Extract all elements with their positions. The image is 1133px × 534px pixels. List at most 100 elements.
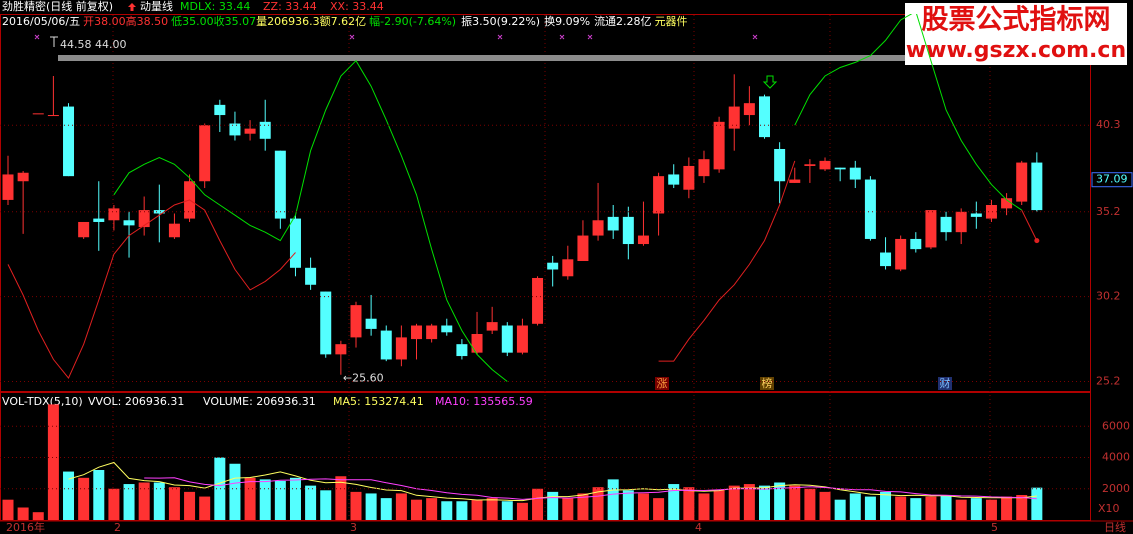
volume-bar xyxy=(622,490,634,520)
candle-body xyxy=(895,238,907,270)
volume-bar xyxy=(153,482,165,520)
volume-bar xyxy=(1031,487,1043,520)
y-tick-label: 25.2 xyxy=(1096,375,1121,388)
volume-bar xyxy=(804,488,816,520)
candle-body xyxy=(592,220,604,236)
date: 2016/05/06/五 xyxy=(2,15,80,28)
volume-bar xyxy=(728,485,740,520)
volume-bar xyxy=(456,501,468,520)
candle-body xyxy=(47,115,59,117)
price-box xyxy=(1091,172,1133,188)
volume-bar xyxy=(819,491,831,520)
candle-body xyxy=(305,267,317,285)
volume-bar xyxy=(985,499,997,520)
watermark-url: www.gszx.com.cn xyxy=(906,38,1126,63)
indicator-line xyxy=(7,160,1038,380)
volume-bar xyxy=(365,493,377,520)
candle-body xyxy=(108,208,120,221)
high-marker xyxy=(50,36,58,47)
price-label: 37.09 xyxy=(1096,173,1128,186)
candle-body xyxy=(516,325,528,353)
candle-body xyxy=(441,325,453,333)
volume-bar xyxy=(411,499,423,520)
candle-body xyxy=(668,174,680,185)
candle-body xyxy=(199,125,211,182)
volume-bar xyxy=(168,487,180,520)
volume-bar xyxy=(864,496,876,520)
candle-body xyxy=(925,210,937,248)
volume-bar xyxy=(441,501,453,520)
volume-bar xyxy=(63,471,75,520)
price-band xyxy=(58,55,906,61)
volume-bar xyxy=(562,498,574,520)
volume-bar xyxy=(380,498,392,520)
volume-bar xyxy=(184,491,196,520)
watermark-box xyxy=(905,3,1127,65)
candle-body xyxy=(864,179,876,239)
candle-body xyxy=(32,113,44,115)
volume-bar xyxy=(244,477,256,520)
candle-body xyxy=(532,277,544,324)
y-tick-label: 2000 xyxy=(1102,482,1130,495)
candle-body xyxy=(123,220,135,226)
event-box xyxy=(938,377,952,390)
candle-body xyxy=(985,205,997,219)
candle-body xyxy=(501,325,513,353)
candle-body xyxy=(380,330,392,360)
x-tick-label: 5 xyxy=(991,521,998,534)
candle-body xyxy=(456,344,468,357)
event-box xyxy=(760,377,774,390)
volume-bar xyxy=(1001,496,1013,520)
volume-bar xyxy=(637,493,649,520)
candle-body xyxy=(880,252,892,267)
volume-bar xyxy=(17,507,29,520)
volume-bar xyxy=(834,499,846,520)
candle-body xyxy=(955,211,967,233)
legend: MA10: 135565.59 xyxy=(435,395,533,408)
month-grid xyxy=(112,15,991,520)
volume-bar xyxy=(668,484,680,520)
quote: 低35.00 xyxy=(171,15,214,28)
period-label: 日线 xyxy=(1104,520,1126,534)
volume-bar xyxy=(93,470,105,520)
volume-bar xyxy=(774,482,786,520)
volume-bar xyxy=(305,485,317,520)
y-tick-label: 30.2 xyxy=(1096,290,1121,303)
candle-body xyxy=(486,322,498,331)
volume-bar xyxy=(759,485,770,520)
candle-body xyxy=(244,128,256,134)
title: 劲胜精密(日线 前复权) xyxy=(2,0,113,13)
volume-bar xyxy=(78,477,90,520)
candle-body xyxy=(637,235,649,245)
candle-body xyxy=(607,216,619,231)
candle-body xyxy=(78,221,90,238)
event-marker: 涨 xyxy=(657,377,668,390)
volume-bar xyxy=(2,499,14,520)
y-tick-label: 4000 xyxy=(1102,451,1130,464)
low-label: ←25.60 xyxy=(343,372,384,385)
signal-markers xyxy=(34,34,758,40)
quote: 元器件 xyxy=(655,15,688,28)
candle-body xyxy=(804,164,816,166)
candle-body xyxy=(562,259,574,277)
candle-body xyxy=(940,216,952,233)
volume-bar xyxy=(880,491,892,520)
volume-bar xyxy=(501,501,513,520)
volume-bar xyxy=(395,493,407,520)
volume-bar xyxy=(592,487,604,520)
candle-body xyxy=(168,223,180,238)
volume-bar xyxy=(47,404,59,520)
volume-bar xyxy=(108,488,120,520)
volume-bar xyxy=(547,491,559,520)
volume-bar xyxy=(895,496,907,520)
volume-title: VOL-TDX(5,10) xyxy=(2,395,83,408)
candle-body xyxy=(1016,162,1028,202)
quote: 额7.62亿 xyxy=(320,15,367,28)
candle-body xyxy=(683,165,695,190)
arrow-icon xyxy=(128,3,136,11)
candle-body xyxy=(1001,198,1013,209)
quote: 收35.07 xyxy=(214,14,257,28)
candle-body xyxy=(138,210,150,228)
candle-body xyxy=(274,150,286,219)
candle-body xyxy=(728,106,740,129)
